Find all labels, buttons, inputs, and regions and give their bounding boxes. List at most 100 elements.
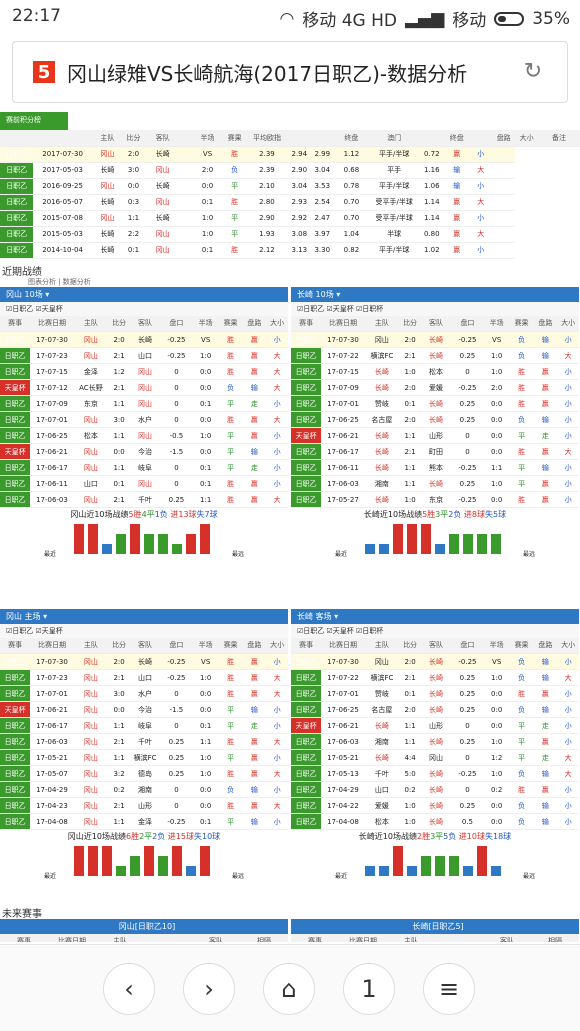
table-row[interactable]: 日职乙 17-06-03 湘南 1:1 长崎 0.25 1:0 平赢小 bbox=[291, 733, 579, 750]
league-filters[interactable]: ☑日职乙 ☑天皇杯 bbox=[0, 623, 288, 638]
table-cell: 0.25 bbox=[451, 411, 484, 428]
h2h-row[interactable]: 日职乙 2015-07-08 冈山 1:1 长崎 1:0 平 2.90 2.92 2.47 0.70… bbox=[0, 210, 580, 227]
table-cell: 小 bbox=[557, 379, 579, 396]
table-cell: 2:0 bbox=[399, 331, 421, 348]
summary-conceded: 失10球 bbox=[194, 832, 221, 841]
forward-button[interactable]: › bbox=[183, 963, 235, 1015]
table-row[interactable]: 日职乙 17-06-25 松本 1:1 冈山 -0.5 1:0 平赢小 bbox=[0, 427, 288, 444]
table-row[interactable]: 日职乙 17-07-15 金泽 1:2 冈山 0 0:0 胜赢大 bbox=[0, 363, 288, 380]
league-filters[interactable]: ☑日职乙 ☑天皇杯 bbox=[0, 301, 288, 316]
recent-links[interactable]: 图表分析 | 数据分析 bbox=[28, 277, 91, 286]
filter-dropdown[interactable]: 主场 ▾ bbox=[22, 611, 48, 621]
table-row[interactable]: 日职乙 17-05-21 冈山 1:1 横滨FC 0.25 1:0 平赢小 bbox=[0, 749, 288, 766]
table-row[interactable]: 日职乙 17-07-01 冈山 3:0 水户 0 0:0 胜赢大 bbox=[0, 685, 288, 702]
table-cell: 赢 bbox=[533, 781, 558, 798]
table-row[interactable]: 日职乙 17-06-17 冈山 1:1 岐阜 0 0:1 平走小 bbox=[0, 459, 288, 476]
recent-table: 赛事 比赛日期 主队 比分 客队 盘口 半场 赛果 盘路 大小 日职乙 17-07-30 冈山 2:0 长崎… bbox=[0, 637, 288, 830]
team-name: 长崎 bbox=[297, 289, 313, 299]
filter-dropdown[interactable]: 10场 ▾ bbox=[22, 289, 50, 299]
table-row[interactable]: 日职乙 17-07-22 横滨FC 2:1 长崎 0.25 1:0 负输大 bbox=[291, 669, 579, 686]
table-cell: 冈山 bbox=[73, 781, 109, 798]
table-cell: 横滨FC bbox=[364, 669, 400, 686]
table-row[interactable]: 日职乙 17-07-15 长崎 1:0 松本 0 1:0 胜赢小 bbox=[291, 363, 579, 380]
battery-icon bbox=[494, 11, 525, 26]
table-row[interactable]: 日职乙 17-06-11 长崎 1:1 熊本 -0.25 1:1 平输小 bbox=[291, 459, 579, 476]
table-row[interactable]: 日职乙 17-07-23 冈山 2:1 山口 -0.25 1:0 胜赢大 bbox=[0, 669, 288, 686]
h2h-cell: 冈山 bbox=[143, 194, 182, 211]
table-cell: 日职乙 bbox=[291, 395, 322, 412]
table-row[interactable]: 日职乙 17-05-07 冈山 3:2 德岛 0.25 1:0 胜赢大 bbox=[0, 765, 288, 782]
table-row[interactable]: 天皇杯 17-06-21 长崎 1:1 山形 0 0:0 平走小 bbox=[291, 717, 579, 734]
table-row[interactable]: 日职乙 17-05-13 千叶 5:0 长崎 -0.25 1:0 负输大 bbox=[291, 765, 579, 782]
h2h-cell: 0:0 bbox=[191, 178, 224, 195]
table-row[interactable]: 日职乙 17-07-01 赞岐 0:1 长崎 0.25 0:0 胜赢小 bbox=[291, 685, 579, 702]
back-button[interactable]: ‹ bbox=[103, 963, 155, 1015]
table-row[interactable]: 日职乙 17-07-30 冈山 2:0 长崎 -0.25 VS 负输小 bbox=[291, 653, 579, 670]
table-row[interactable]: 日职乙 17-04-22 爱媛 1:0 长崎 0.25 0:0 负输小 bbox=[291, 797, 579, 814]
table-cell: 松本 bbox=[420, 363, 452, 380]
table-row[interactable]: 日职乙 17-06-03 冈山 2:1 千叶 0.25 1:1 胜赢大 bbox=[0, 733, 288, 750]
table-row[interactable]: 日职乙 17-06-25 名古屋 2:0 长崎 0.25 0:0 负输小 bbox=[291, 411, 579, 428]
table-row[interactable]: 日职乙 17-07-01 冈山 3:0 水户 0 0:0 胜赢大 bbox=[0, 411, 288, 428]
table-cell: 17-07-23 bbox=[30, 347, 74, 364]
table-row[interactable]: 天皇杯 17-06-21 长崎 1:1 山形 0 0:0 平走小 bbox=[291, 427, 579, 444]
table-row[interactable]: 日职乙 17-07-09 长崎 2:0 爱媛 -0.25 2:0 胜赢小 bbox=[291, 379, 579, 396]
table-row[interactable]: 日职乙 17-07-23 冈山 2:1 山口 -0.25 1:0 胜赢大 bbox=[0, 347, 288, 364]
home-button[interactable]: ⌂ bbox=[263, 963, 315, 1015]
table-row[interactable]: 日职乙 17-06-25 名古屋 2:0 长崎 0.25 0:0 负输小 bbox=[291, 701, 579, 718]
h2h-row[interactable]: 日职乙 2014-10-04 长崎 0:1 冈山 0:1 胜 2.12 3.13 3.30 0.82… bbox=[0, 242, 580, 259]
table-row[interactable]: 日职乙 17-05-27 长崎 1:0 东京 -0.25 0:0 胜赢小 bbox=[291, 491, 579, 508]
table-cell: 0:0 bbox=[483, 685, 510, 702]
table-cell: 胜 bbox=[509, 395, 534, 412]
table-cell: 小 bbox=[557, 797, 579, 814]
h2h-row[interactable]: 日职乙 2015-05-03 长崎 2:2 冈山 1:0 平 1.93 3.08 3.97 1.04… bbox=[0, 226, 580, 243]
table-row[interactable]: 日职乙 17-06-17 冈山 1:1 岐阜 0 0:1 平走小 bbox=[0, 717, 288, 734]
table-row[interactable]: 日职乙 17-07-01 赞岐 0:1 长崎 0.25 0:0 胜赢小 bbox=[291, 395, 579, 412]
table-row[interactable]: 日职乙 17-04-23 冈山 2:1 山形 0 0:0 胜赢大 bbox=[0, 797, 288, 814]
table-row[interactable]: 日职乙 17-06-11 山口 0:1 冈山 0 0:1 胜赢小 bbox=[0, 475, 288, 492]
table-row[interactable]: 日职乙 17-07-09 东京 1:1 冈山 0 0:1 平走小 bbox=[0, 395, 288, 412]
table-row[interactable]: 日职乙 17-04-29 山口 0:2 长崎 0 0:2 胜赢小 bbox=[291, 781, 579, 798]
h2h-row[interactable]: 日职乙 2017-05-03 长崎 3:0 冈山 2:0 负 2.39 2.90 3.04 0.68… bbox=[0, 162, 580, 179]
table-row[interactable]: 日职乙 17-04-08 松本 1:0 长崎 0.5 0:0 负输小 bbox=[291, 813, 579, 830]
table-cell: 长崎 bbox=[364, 459, 400, 476]
filter-dropdown[interactable]: 10场 ▾ bbox=[313, 289, 341, 299]
h2h-row[interactable]: 日职乙 2017-07-30 冈山 2:0 长崎 VS 胜 2.39 2.94 2.99 1.12 平… bbox=[0, 146, 580, 163]
league-filters[interactable]: ☑日职乙 ☑天皇杯 ☑日职杯 bbox=[291, 301, 579, 316]
table-row[interactable]: 日职乙 17-04-29 冈山 0:2 湘南 0 0:0 负输小 bbox=[0, 781, 288, 798]
address-bar[interactable]: 5 冈山绿雉VS长崎航海(2017日职乙)-数据分析 ↻ bbox=[12, 41, 568, 103]
page-title[interactable]: 冈山绿雉VS长崎航海(2017日职乙)-数据分析 bbox=[67, 61, 468, 86]
table-cell: 1:0 bbox=[192, 765, 219, 782]
h2h-cell: 2.12 bbox=[246, 242, 288, 259]
table-row[interactable]: 日职乙 17-06-03 冈山 2:1 千叶 0.25 1:1 胜赢大 bbox=[0, 491, 288, 508]
table-row[interactable]: 天皇杯 17-07-12 AC长野 2:1 冈山 0 0:0 负输大 bbox=[0, 379, 288, 396]
tabs-button[interactable]: 1 bbox=[343, 963, 395, 1015]
table-row[interactable]: 日职乙 17-07-30 冈山 2:0 长崎 -0.25 VS 负输小 bbox=[291, 331, 579, 348]
h2h-row[interactable]: 日职乙 2016-05-07 长崎 0:3 冈山 0:1 胜 2.80 2.93 2.54 0.70… bbox=[0, 194, 580, 211]
standings-tab[interactable]: 赛前积分榜 bbox=[0, 112, 68, 130]
table-row[interactable]: 日职乙 17-05-21 长崎 4:4 冈山 0 1:2 平走大 bbox=[291, 749, 579, 766]
summary-losses: 2负 bbox=[448, 510, 462, 519]
table-row[interactable]: 日职乙 17-07-30 冈山 2:0 长崎 -0.25 VS 胜赢小 bbox=[0, 653, 288, 670]
filter-dropdown[interactable]: 客场 ▾ bbox=[313, 611, 339, 621]
table-cell: 天皇杯 bbox=[0, 379, 31, 396]
table-row[interactable]: 天皇杯 17-06-21 冈山 0:0 今治 -1.5 0:0 平输小 bbox=[0, 701, 288, 718]
form-bar bbox=[144, 846, 154, 876]
table-row[interactable]: 天皇杯 17-06-21 冈山 0:0 今治 -1.5 0:0 平输小 bbox=[0, 443, 288, 460]
table-row[interactable]: 日职乙 17-06-03 湘南 1:1 长崎 0.25 1:0 平赢小 bbox=[291, 475, 579, 492]
table-cell: 17-07-15 bbox=[321, 363, 365, 380]
header-cell bbox=[435, 933, 483, 942]
header-cell: 大小 bbox=[557, 637, 579, 654]
table-row[interactable]: 日职乙 17-07-22 横滨FC 2:1 长崎 0.25 1:0 负输大 bbox=[291, 347, 579, 364]
table-row[interactable]: 日职乙 17-07-30 冈山 2:0 长崎 -0.25 VS 胜赢小 bbox=[0, 331, 288, 348]
table-cell: 平 bbox=[509, 427, 534, 444]
table-cell: 赢 bbox=[242, 347, 267, 364]
header-cell: 客队 bbox=[420, 637, 452, 654]
table-row[interactable]: 日职乙 17-04-08 冈山 1:1 金泽 -0.25 0:1 平输小 bbox=[0, 813, 288, 830]
menu-button[interactable]: ≡ bbox=[423, 963, 475, 1015]
reload-icon[interactable]: ↻ bbox=[523, 59, 543, 84]
league-filters[interactable]: ☑日职乙 ☑天皇杯 ☑日职杯 bbox=[291, 623, 579, 638]
h2h-header-cell: 备注 bbox=[538, 130, 580, 147]
h2h-row[interactable]: 日职乙 2016-09-25 冈山 0:0 长崎 0:0 平 2.10 3.04 3.53 0.78… bbox=[0, 178, 580, 195]
table-row[interactable]: 日职乙 17-06-17 长崎 2:1 町田 0 0:0 胜赢大 bbox=[291, 443, 579, 460]
